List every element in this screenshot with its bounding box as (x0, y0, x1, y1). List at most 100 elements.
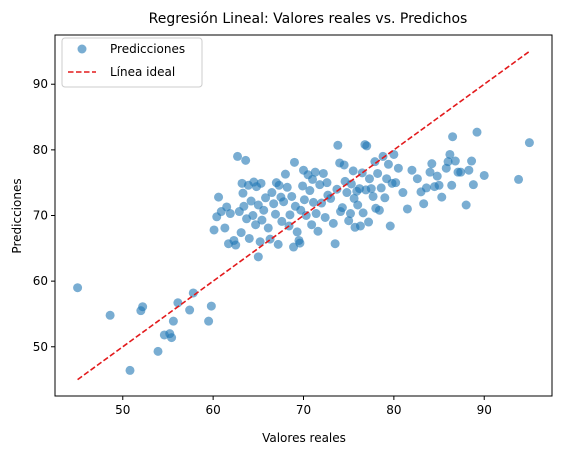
data-point-34 (244, 233, 254, 243)
data-point-146 (443, 157, 453, 167)
data-point-79 (310, 167, 320, 177)
ideal-line (77, 50, 530, 381)
y-axis-label: Predicciones (10, 178, 24, 253)
y-tick-label-50: 50 (33, 340, 48, 354)
data-point-153 (461, 200, 471, 210)
data-point-160 (524, 138, 534, 148)
data-point-95 (337, 203, 347, 213)
data-point-9 (168, 316, 178, 326)
y-axis-ticks: 50 60 70 80 90 (33, 77, 55, 354)
data-point-110 (358, 208, 368, 218)
data-point-73 (301, 211, 311, 220)
data-point-156 (468, 180, 478, 190)
data-point-20 (222, 202, 232, 212)
data-point-62 (287, 191, 297, 201)
data-point-89 (328, 218, 338, 228)
data-point-86 (322, 178, 332, 188)
data-point-22 (225, 209, 235, 219)
data-point-45 (259, 205, 269, 215)
data-point-59 (282, 182, 292, 192)
data-point-138 (421, 183, 431, 193)
x-tick-label-80: 80 (386, 403, 401, 417)
data-point-1 (105, 310, 115, 320)
data-point-108 (355, 221, 365, 231)
data-point-51 (270, 209, 280, 219)
data-point-159 (514, 174, 524, 184)
data-point-155 (467, 156, 477, 166)
data-point-91 (332, 184, 342, 194)
x-tick-label-50: 50 (115, 403, 130, 417)
data-point-98 (342, 188, 352, 198)
chart-title: Regresión Lineal: Valores reales vs. Pre… (149, 11, 468, 27)
data-point-30 (239, 201, 249, 211)
data-point-142 (432, 171, 442, 181)
data-point-76 (307, 220, 317, 230)
data-point-132 (398, 188, 408, 198)
data-point-120 (373, 168, 383, 178)
data-point-11 (185, 305, 195, 315)
data-point-8 (167, 333, 177, 343)
data-point-5 (153, 346, 163, 356)
data-point-0 (73, 283, 83, 293)
data-point-157 (472, 127, 482, 137)
data-point-149 (448, 132, 458, 142)
ideal-line-layer (77, 50, 530, 381)
data-point-101 (346, 179, 356, 189)
data-point-143 (434, 180, 444, 190)
data-point-90 (330, 239, 340, 249)
x-tick-label-60: 60 (205, 403, 220, 417)
data-point-99 (344, 216, 354, 226)
data-point-117 (368, 191, 378, 201)
data-point-88 (326, 193, 336, 203)
data-point-13 (204, 316, 214, 326)
x-tick-label-70: 70 (296, 403, 311, 417)
x-axis-label: Valores reales (262, 431, 346, 445)
data-point-85 (320, 212, 330, 222)
legend-label-linea-ideal: Línea ideal (110, 65, 175, 79)
data-point-50 (269, 199, 279, 209)
data-point-131 (393, 163, 403, 173)
data-point-82 (315, 180, 325, 190)
data-point-147 (445, 149, 455, 159)
data-point-100 (345, 209, 355, 219)
data-point-17 (214, 192, 224, 202)
data-point-137 (419, 199, 429, 209)
legend-marker-predicciones (77, 44, 87, 54)
data-point-53 (273, 239, 283, 249)
data-point-139 (425, 167, 435, 177)
data-point-41 (253, 252, 263, 262)
data-point-25 (233, 151, 243, 161)
x-tick-label-90: 90 (477, 403, 492, 417)
data-point-92 (333, 140, 343, 150)
data-point-56 (277, 216, 287, 226)
legend: Predicciones Línea ideal (61, 37, 203, 88)
data-point-75 (305, 186, 315, 196)
data-point-36 (248, 211, 258, 220)
data-point-49 (267, 188, 277, 198)
data-point-46 (261, 193, 271, 203)
data-point-130 (391, 178, 401, 188)
data-point-124 (380, 193, 390, 203)
data-point-140 (427, 159, 437, 169)
data-point-35 (246, 196, 256, 206)
data-point-135 (412, 174, 422, 184)
data-point-15 (209, 225, 219, 235)
data-points (73, 127, 534, 375)
data-point-12 (188, 288, 198, 298)
data-point-121 (374, 205, 384, 215)
data-point-158 (479, 170, 489, 180)
legend-label-predicciones: Predicciones (110, 42, 185, 56)
data-point-123 (378, 151, 388, 161)
data-point-19 (220, 223, 230, 233)
data-point-154 (464, 165, 474, 175)
data-point-58 (280, 169, 290, 179)
data-point-14 (206, 301, 216, 311)
legend-box (61, 37, 203, 88)
data-point-96 (339, 160, 349, 170)
data-point-29 (238, 188, 248, 198)
data-point-72 (299, 195, 309, 205)
data-point-118 (370, 157, 380, 167)
y-tick-label-70: 70 (33, 209, 48, 223)
data-point-127 (385, 221, 395, 231)
